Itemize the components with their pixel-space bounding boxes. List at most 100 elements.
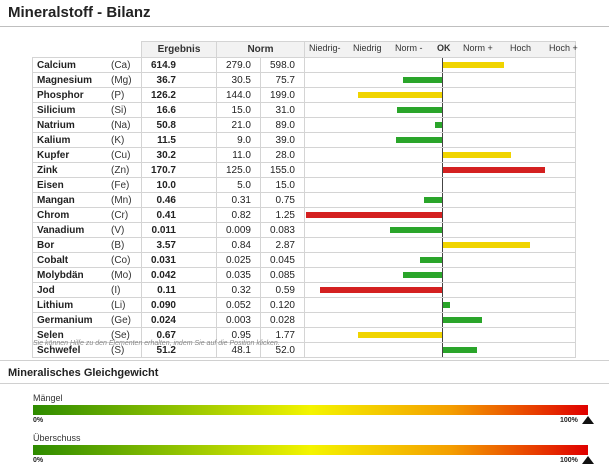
mineral-result: 0.46 [141,192,217,208]
mineral-row[interactable]: Phosphor (P) 126.2 144.0 199.0 [32,87,576,103]
deviation-bar [306,212,442,218]
mineral-row[interactable]: Cobalt (Co) 0.031 0.025 0.045 [32,252,576,268]
mineral-symbol: (Li) [111,297,142,313]
mineral-row[interactable]: Lithium (Li) 0.090 0.052 0.120 [32,297,576,313]
mineral-result: 0.024 [141,312,217,328]
gauge-max-label: 100% [560,457,578,464]
mineral-result: 0.042 [141,267,217,283]
deviation-bar [396,137,442,143]
norm-min: 5.0 [216,177,261,193]
mineral-row[interactable]: Zink (Zn) 170.7 125.0 155.0 [32,162,576,178]
mineral-row[interactable]: Mangan (Mn) 0.46 0.31 0.75 [32,192,576,208]
deviation-bar [403,272,442,278]
norm-max: 199.0 [260,87,305,103]
mineral-name: Chrom [32,207,111,223]
norm-max: 0.75 [260,192,305,208]
mineral-row[interactable]: Schwefel (S) 51.2 48.1 52.0 [32,342,576,358]
mineral-name: Mangan [32,192,111,208]
mineral-row[interactable]: Calcium (Ca) 614.9 279.0 598.0 [32,57,576,73]
scale-label: Niedrig [353,43,382,53]
deviation-cell [304,267,576,283]
mineral-row[interactable]: Silicium (Si) 16.6 15.0 31.0 [32,102,576,118]
mineral-symbol: (Fe) [111,177,142,193]
mineral-row[interactable]: Selen (Se) 0.67 0.95 1.77 [32,327,576,343]
mineral-symbol: (Ge) [111,312,142,328]
deviation-bar [390,227,442,233]
mineral-row[interactable]: Chrom (Cr) 0.41 0.82 1.25 [32,207,576,223]
gauge-min-label: 0% [33,457,44,464]
norm-min: 30.5 [216,72,261,88]
mineral-symbol: (P) [111,87,142,103]
header-norm: Norm [216,41,305,58]
mineral-symbol: (V) [111,222,142,238]
ok-line [442,238,443,252]
ok-line [442,88,443,102]
norm-min: 0.052 [216,297,261,313]
gauge-label: Überschuss [33,433,81,443]
norm-max: 0.120 [260,297,305,313]
norm-max: 75.7 [260,72,305,88]
mineral-row[interactable]: Kalium (K) 11.5 9.0 39.0 [32,132,576,148]
norm-min: 144.0 [216,87,261,103]
mineral-row[interactable]: Vanadium (V) 0.011 0.009 0.083 [32,222,576,238]
mineral-row[interactable]: Natrium (Na) 50.8 21.0 89.0 [32,117,576,133]
norm-min: 0.035 [216,267,261,283]
scale-label: Hoch [510,43,532,53]
gauge-min-label: 0% [33,417,44,424]
scale-label: Norm + [463,43,493,53]
mineral-row[interactable]: Magnesium (Mg) 36.7 30.5 75.7 [32,72,576,88]
norm-max: 155.0 [260,162,305,178]
norm-max: 0.085 [260,267,305,283]
ok-line [442,223,443,237]
mineral-row[interactable]: Bor (B) 3.57 0.84 2.87 [32,237,576,253]
mineral-result: 0.011 [141,222,217,238]
mineral-result: 614.9 [141,57,217,73]
mineral-symbol: (Na) [111,117,142,133]
mineral-name: Molybdän [32,267,111,283]
deviation-cell [304,147,576,163]
mineral-row[interactable]: Jod (I) 0.11 0.32 0.59 [32,282,576,298]
mineral-result: 3.57 [141,237,217,253]
deviation-bar [443,167,545,173]
norm-min: 0.82 [216,207,261,223]
deviation-cell [304,237,576,253]
ok-line [442,283,443,297]
mineral-row[interactable]: Molybdän (Mo) 0.042 0.035 0.085 [32,267,576,283]
ok-line [442,343,443,357]
deviation-cell [304,162,576,178]
gauge-marker [582,456,594,464]
mineral-row[interactable]: Kupfer (Cu) 30.2 11.0 28.0 [32,147,576,163]
mineral-name: Bor [32,237,111,253]
norm-max: 31.0 [260,102,305,118]
deviation-bar [397,107,442,113]
equilibrium-divider [0,383,609,384]
mineral-result: 51.2 [141,342,217,358]
mineral-row[interactable]: Germanium (Ge) 0.024 0.003 0.028 [32,312,576,328]
mineral-symbol: (K) [111,132,142,148]
deviation-cell [304,192,576,208]
ok-line [442,313,443,327]
deviation-cell [304,252,576,268]
norm-max: 0.045 [260,252,305,268]
norm-min: 0.31 [216,192,261,208]
mineral-name: Calcium [32,57,111,73]
deviation-cell [304,177,576,193]
deviation-cell [304,117,576,133]
deviation-bar [424,197,442,203]
mineral-symbol: (B) [111,237,142,253]
ok-line [442,268,443,282]
norm-min: 11.0 [216,147,261,163]
mineral-name: Kupfer [32,147,111,163]
mineral-symbol: (I) [111,282,142,298]
equilibrium-title: Mineralisches Gleichgewicht [8,367,159,379]
norm-max: 0.083 [260,222,305,238]
mineral-result: 0.11 [141,282,217,298]
mineral-result: 0.41 [141,207,217,223]
mineral-result: 126.2 [141,87,217,103]
deviation-cell [304,87,576,103]
norm-min: 15.0 [216,102,261,118]
mineral-name: Eisen [32,177,111,193]
ok-line [442,148,443,162]
ok-line [442,328,443,342]
mineral-row[interactable]: Eisen (Fe) 10.0 5.0 15.0 [32,177,576,193]
